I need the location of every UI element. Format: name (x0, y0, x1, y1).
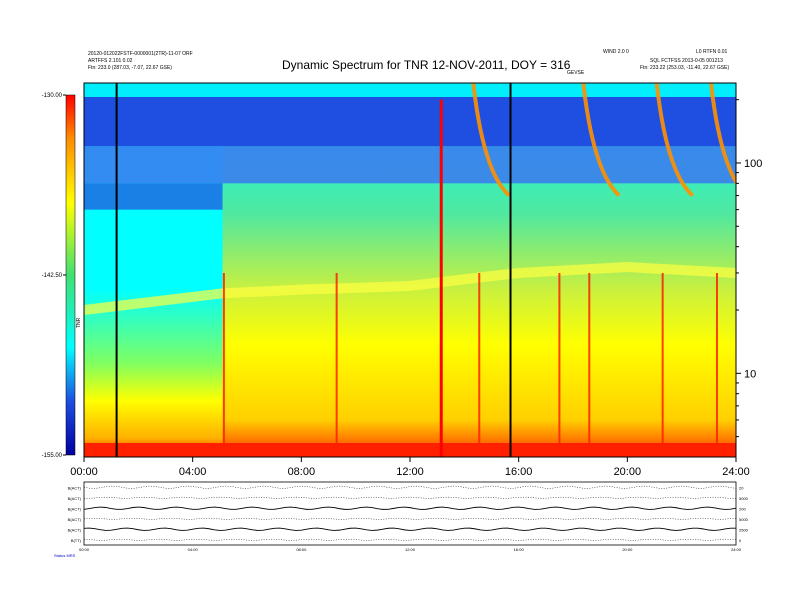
bottom-left-label-2: B(ACT) (68, 506, 82, 511)
housekeeping-panel (83, 481, 737, 546)
bottom-right-label-1: 5000 (739, 496, 749, 501)
trace-5 (83, 538, 737, 541)
bottom-x-tick-6: 24:00 (731, 547, 742, 552)
colorbar-label: TNR (76, 317, 82, 328)
cyan-top-strip (84, 83, 736, 97)
x-tick-label-0: 00:00 (70, 466, 98, 478)
bottom-right-label-2: 200 (739, 506, 746, 511)
y-tick-label-0: 10 (744, 368, 756, 380)
bottom-right-label-4: 2500 (739, 527, 749, 532)
drift-burst-5 (581, 83, 621, 198)
x-tick-label-4: 16:00 (505, 466, 533, 478)
x-tick-label-5: 20:00 (614, 466, 642, 478)
colorbar-tick-label-0: -130.00 (42, 93, 63, 99)
header-left-line3: Ftn: 233.0 (287.03, -7.07, 22.67 GSE) (88, 65, 172, 71)
x-tick-label-2: 08:00 (288, 466, 316, 478)
bottom-x-tick-2: 08:00 (296, 547, 307, 552)
header-right-line2: L0 RTFN 0.01 (696, 49, 728, 55)
red-baseline-band (84, 443, 736, 457)
bottom-right-label-0: 20 (739, 485, 744, 490)
header-left-line1: 20120-012022FSTF-0000001(2TR)-11-07 ORF (88, 51, 193, 57)
bottom-right-label-3: 5000 (739, 517, 749, 522)
blue-band-mid (84, 146, 736, 184)
x-tick-label-6: 24:00 (722, 466, 750, 478)
plasma-ridge (84, 262, 736, 315)
bottom-left-label-4: B(ACT) (68, 527, 82, 532)
colorbar (65, 94, 76, 456)
header-right-line4: Ftn: 233.22 (253.03, -11.40, 22.67 GSE) (640, 65, 730, 71)
x-tick-label-3: 12:00 (396, 466, 424, 478)
drift-burst-6 (654, 83, 695, 198)
header-left-line2: ARTFFS 2.101 0.02 (88, 58, 133, 64)
bottom-x-tick-0: 00:00 (79, 547, 90, 552)
trace-3 (83, 517, 737, 520)
trace-1 (83, 496, 737, 499)
bottom-left-label-1: B(ACT) (68, 496, 82, 501)
header-right-line3: SQL FCTFSS 2013-0-05 001213 (650, 58, 723, 64)
bottom-x-tick-3: 12:00 (405, 547, 416, 552)
colorbar-tick-label-2: -155.00 (42, 453, 63, 459)
event-label: GEVSE (567, 70, 585, 76)
trace-4 (83, 527, 737, 531)
bottom-left-label-3: B(ACT) (68, 517, 82, 522)
trace-2 (83, 506, 737, 510)
bottom-x-tick-4: 16:00 (514, 547, 525, 552)
bottom-x-tick-5: 20:00 (622, 547, 633, 552)
bottom-right-label-5: 0 (739, 538, 742, 543)
drift-burst-7 (708, 83, 736, 186)
colorbar-tick-label-1: -142.50 (42, 273, 63, 279)
y-tick-label-1: 100 (744, 158, 762, 170)
bottom-left-label-0: B(ACT) (68, 485, 82, 490)
header-right-line1: WIND 2.0 0 (603, 49, 629, 55)
bottom-x-tick-1: 04:00 (188, 547, 199, 552)
chart-title: Dynamic Spectrum for TNR 12-NOV-2011, DO… (282, 58, 571, 72)
status-label: Status MRS (54, 553, 76, 558)
drift-burst-3 (471, 83, 511, 198)
spectrum-image (84, 83, 736, 457)
x-tick-label-1: 04:00 (179, 466, 207, 478)
bottom-left-label-5: B(TT) (71, 538, 82, 543)
blue-early-extension (84, 183, 223, 210)
trace-0 (83, 485, 737, 489)
